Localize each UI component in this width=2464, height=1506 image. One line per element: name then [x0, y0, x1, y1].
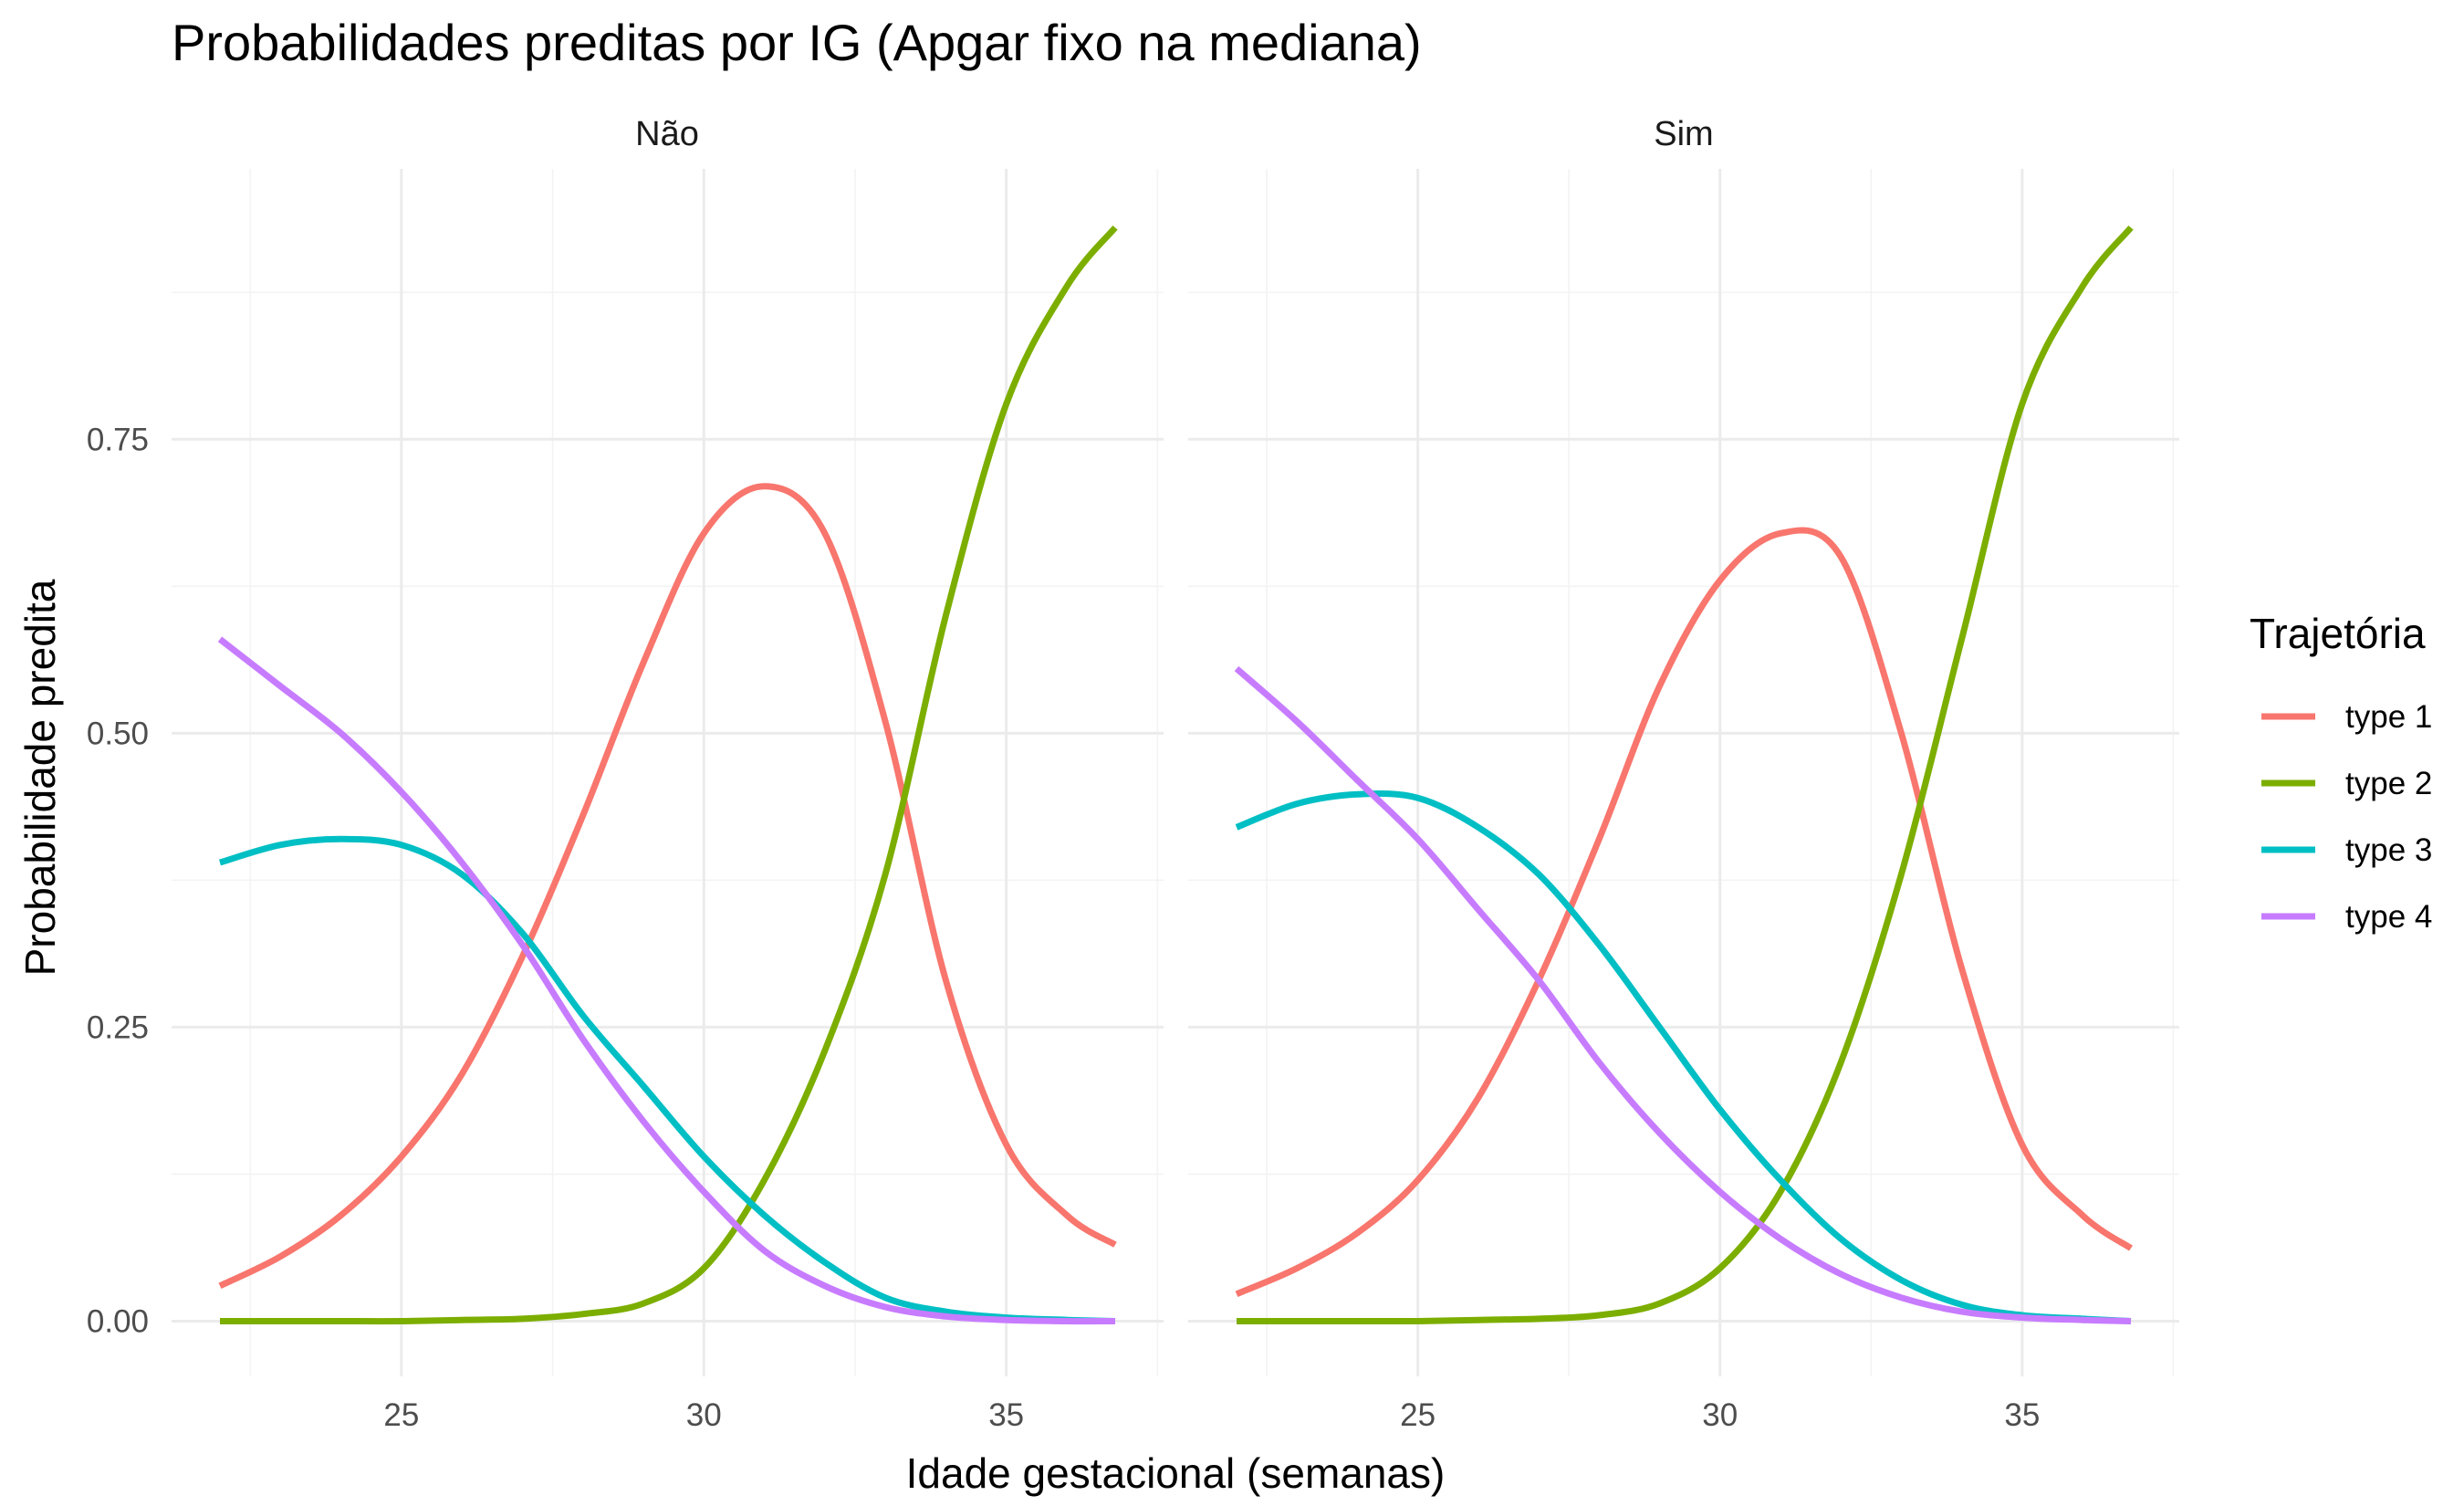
- minor-grid: [172, 169, 1164, 1376]
- major-grid: [1188, 169, 2179, 1376]
- x-tick-label: 35: [988, 1397, 1024, 1433]
- x-tick-label: 30: [1702, 1397, 1738, 1433]
- minor-grid: [1188, 169, 2179, 1376]
- legend-label: type 1: [2345, 699, 2432, 735]
- x-tick-labels: 25 30 35: [383, 1397, 1024, 1433]
- series-lines: [217, 225, 1118, 1325]
- panel-strip-label: Sim: [1654, 115, 1713, 153]
- legend-label: type 4: [2345, 899, 2432, 935]
- x-axis-title: Idade gestacional (semanas): [906, 1449, 1446, 1497]
- x-tick-label: 25: [1400, 1397, 1436, 1433]
- x-tick-labels: 25 30 35: [1400, 1397, 2040, 1433]
- y-axis-title: Probabilidade predita: [16, 579, 64, 976]
- y-tick-label: 0.00: [87, 1303, 149, 1339]
- legend-label: type 2: [2345, 766, 2432, 801]
- y-tick-label: 0.25: [87, 1009, 149, 1045]
- panel-nao: Não 25 30 35: [172, 115, 1164, 1433]
- y-tick-label: 0.50: [87, 716, 149, 751]
- major-grid: [172, 169, 1164, 1376]
- y-tick-label: 0.75: [87, 422, 149, 457]
- series-line-type-3: [1235, 790, 2132, 1324]
- series-line-type-2: [1236, 225, 2134, 1325]
- chart-title: Probabilidades preditas por IG (Apgar fi…: [172, 14, 1422, 71]
- series-line-type-1: [1235, 527, 2133, 1298]
- x-tick-label: 25: [383, 1397, 419, 1433]
- x-tick-label: 30: [686, 1397, 722, 1433]
- legend: Trajetória type 1 type 2 type 3 type 4: [2250, 610, 2432, 935]
- x-tick-label: 35: [2004, 1397, 2040, 1433]
- legend-items: type 1 type 2 type 3 type 4: [2261, 699, 2432, 935]
- panel-strip-label: Não: [635, 115, 699, 153]
- legend-label: type 3: [2345, 832, 2432, 868]
- series-lines: [1234, 225, 2134, 1325]
- panel-sim: Sim 25 30 35: [1188, 115, 2179, 1433]
- legend-title: Trajetória: [2250, 610, 2426, 657]
- series-line-type-2: [219, 225, 1118, 1325]
- series-line-type-4: [217, 636, 1116, 1325]
- y-tick-labels: 0.00 0.25 0.50 0.75: [87, 422, 149, 1339]
- series-line-type-3: [219, 835, 1116, 1324]
- series-line-type-1: [218, 483, 1117, 1289]
- series-line-type-4: [1234, 665, 2132, 1324]
